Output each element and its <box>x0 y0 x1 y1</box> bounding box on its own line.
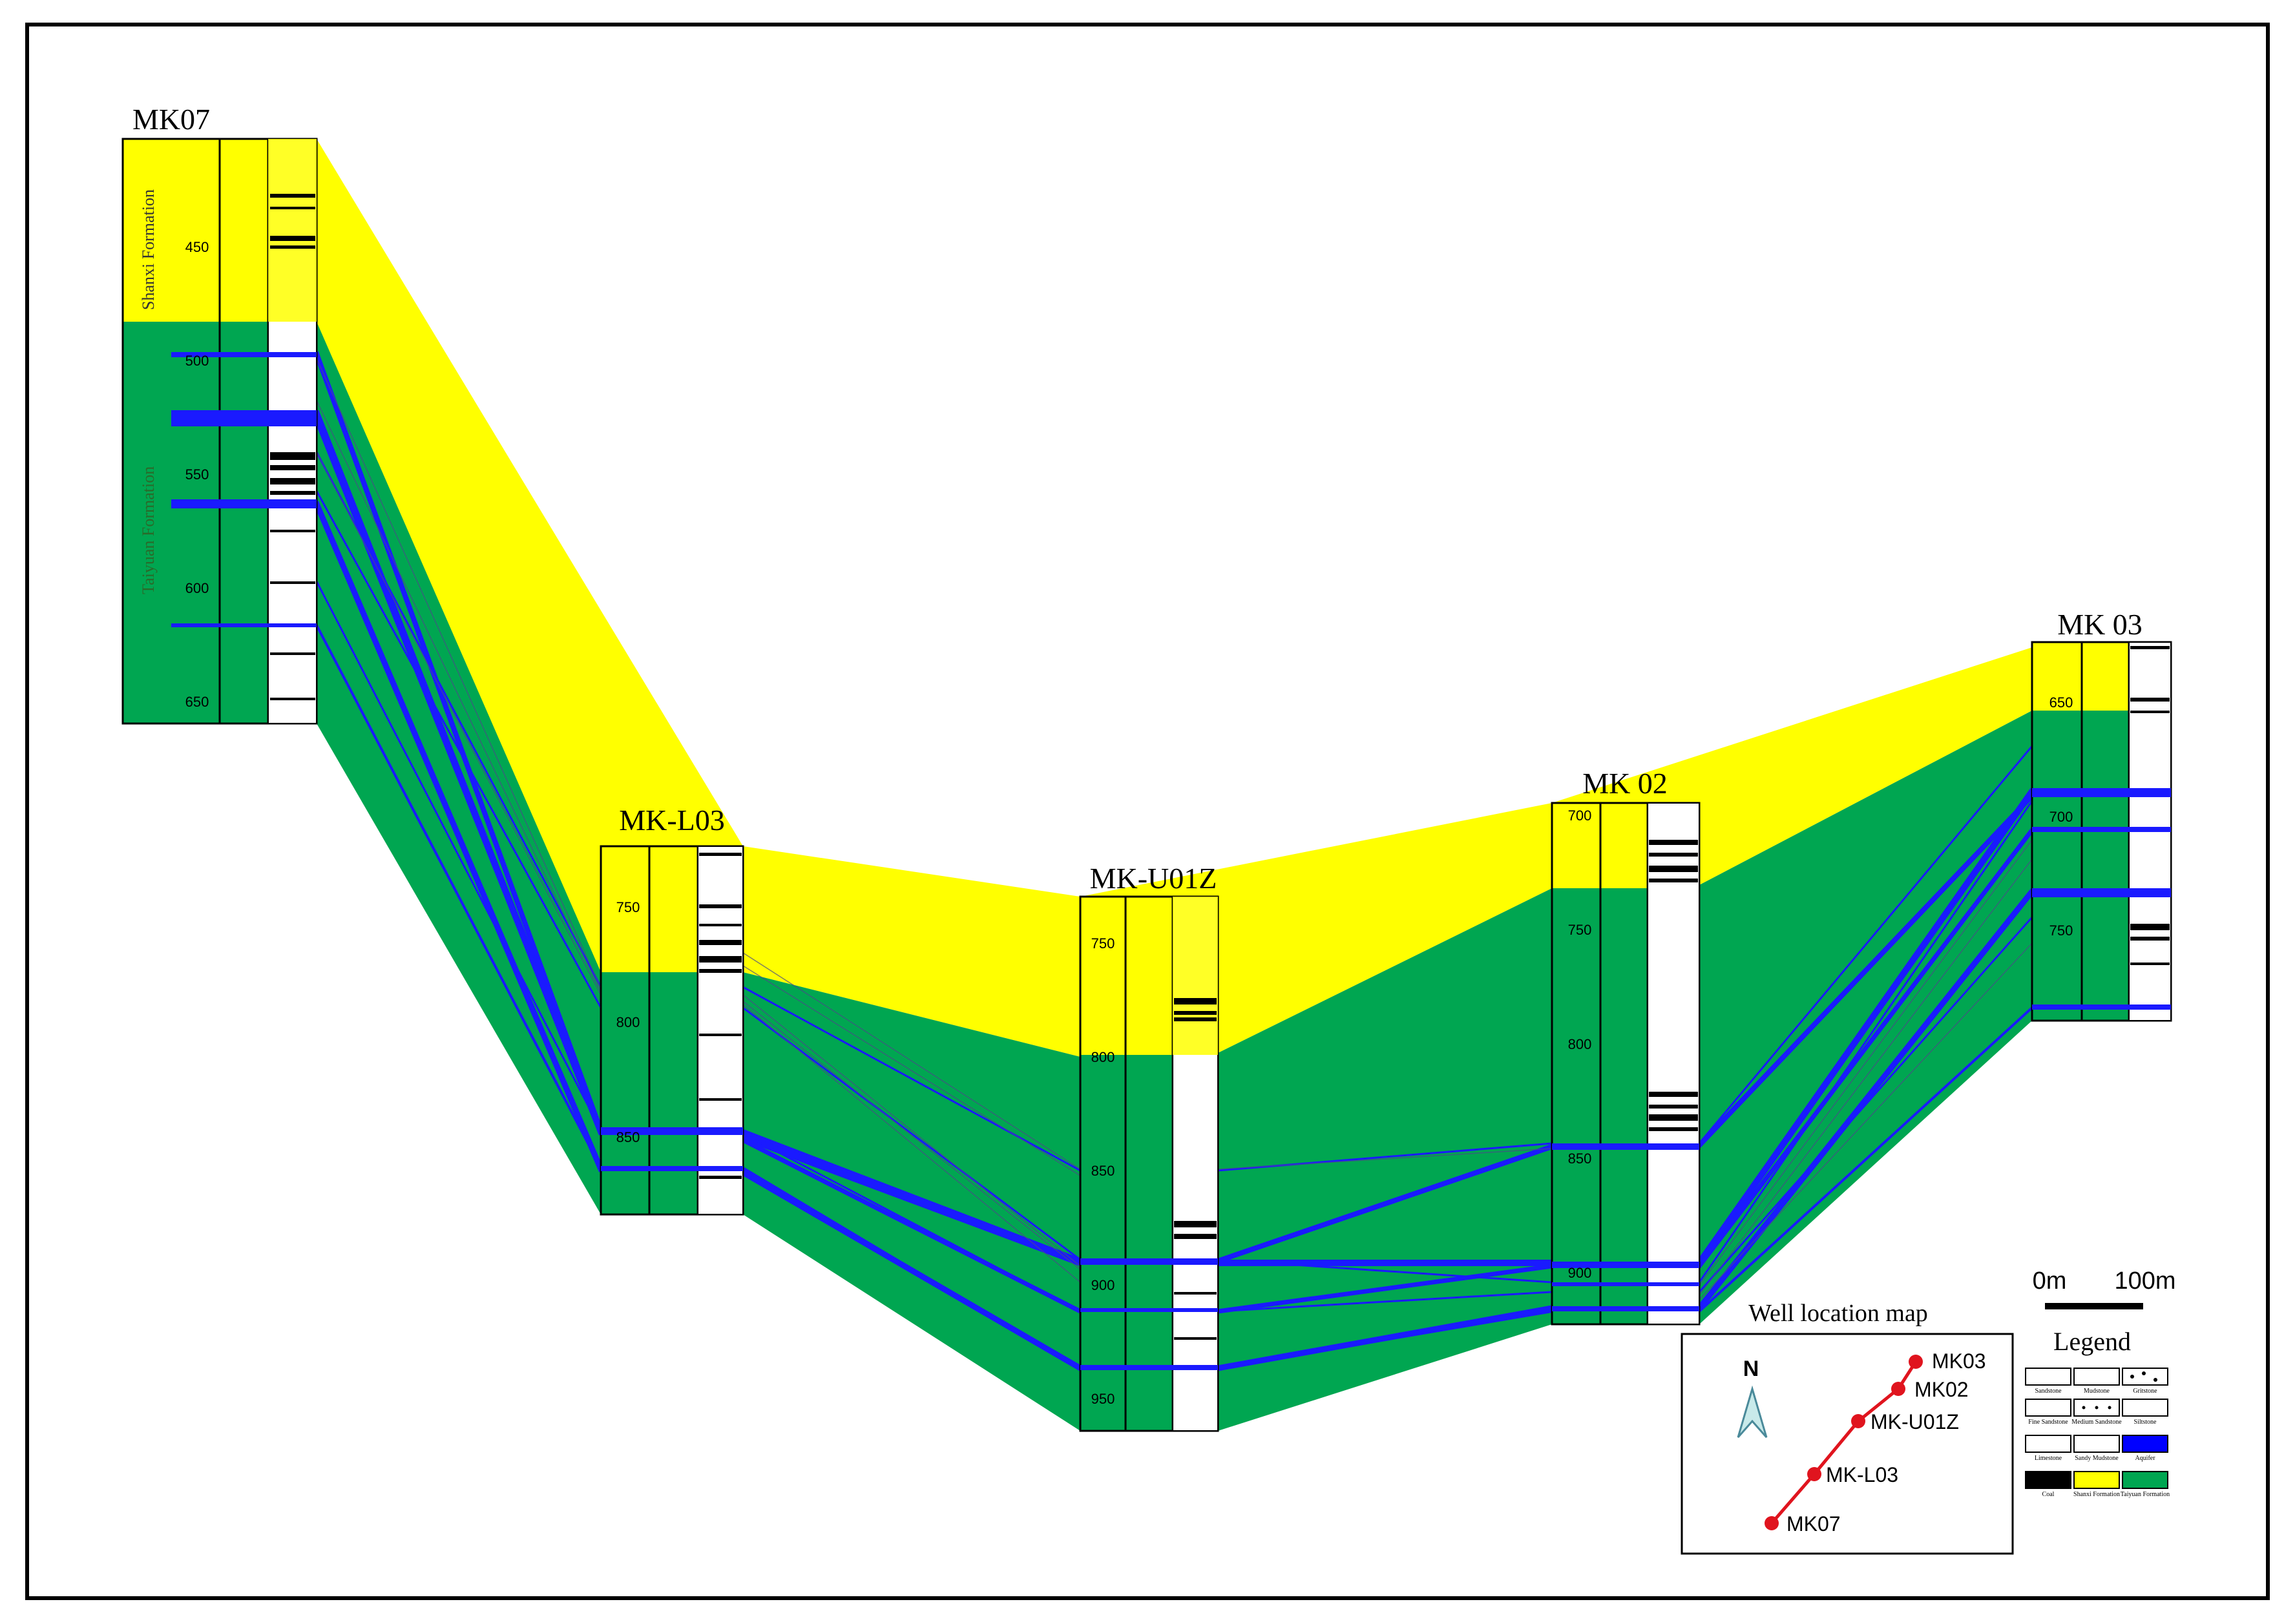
legend-swatch-coal <box>2025 1471 2071 1489</box>
legend-label-fine-sandstone: Fine Sandstone <box>2028 1419 2068 1426</box>
depth-label-mk-u01z-750: 750 <box>1091 935 1115 952</box>
legend-label-sandy-mudstone: Sandy Mudstone <box>2075 1455 2119 1462</box>
depth-label-mk-u01z-800: 800 <box>1091 1049 1115 1065</box>
legend-label-taiyuan: Taiyuan Formation <box>2121 1491 2170 1498</box>
legend-swatch-sandstone <box>2025 1368 2071 1386</box>
legend-swatch-shanxi <box>2073 1471 2120 1489</box>
depth-label-mk07-650: 650 <box>185 694 209 710</box>
well-name-mk-u01z: MK-U01Z <box>1090 862 1217 895</box>
well-name-mk-l03: MK-L03 <box>619 804 725 837</box>
legend-label-mudstone: Mudstone <box>2084 1388 2110 1395</box>
depth-label-mk07-450: 450 <box>185 239 209 255</box>
depth-label-mk-l03-800: 800 <box>616 1014 640 1030</box>
legend-label-medium-sandstone: Medium Sandstone <box>2071 1419 2122 1426</box>
legend-title: Legend <box>2053 1327 2131 1356</box>
legend-swatch-fine-sandstone <box>2025 1399 2071 1417</box>
well-name-mk07: MK07 <box>132 103 210 136</box>
map-label-mk-l03: MK-L03 <box>1826 1463 1898 1486</box>
legend-label-shanxi: Shanxi Formation <box>2073 1491 2120 1498</box>
depth-label-mk-l03-750: 750 <box>616 899 640 915</box>
well-name-mk02: MK 02 <box>1582 767 1668 800</box>
legend-label-gritstone: Gritstone <box>2133 1388 2157 1395</box>
depth-label-mk02-750: 750 <box>1568 922 1592 938</box>
well-mk-l03 <box>600 845 744 1216</box>
depth-label-mk07-600: 600 <box>185 580 209 596</box>
depth-label-mk03-750: 750 <box>2049 922 2073 939</box>
scale-bar-start: 0m <box>2033 1267 2067 1295</box>
map-marker-mk02 <box>1891 1382 1905 1396</box>
legend: Sandstone Mudstone Gritstone Fine Sandst… <box>2025 1368 2170 1498</box>
map-label-mk02: MK02 <box>1914 1378 1969 1401</box>
well-name-mk03: MK 03 <box>2057 608 2143 641</box>
map-label-mk07: MK07 <box>1787 1512 1841 1536</box>
legend-swatch-gritstone <box>2122 1368 2168 1386</box>
location-map: N MK03 MK02 MK-U01Z MK-L03 MK07 <box>1681 1333 2014 1555</box>
location-map-title: Well location map <box>1748 1300 1928 1327</box>
depth-label-mk03-700: 700 <box>2049 809 2073 825</box>
depth-label-mk-u01z-900: 900 <box>1091 1277 1115 1293</box>
legend-label-siltstone: Siltstone <box>2133 1419 2157 1426</box>
legend-label-aquifer: Aquifer <box>2135 1455 2155 1462</box>
depth-label-mk03-650: 650 <box>2049 694 2073 711</box>
map-marker-mk-l03 <box>1807 1467 1821 1481</box>
scale-bar-end: 100m <box>2114 1267 2175 1295</box>
well-mk07 <box>121 138 318 725</box>
legend-label-limestone: Limestone <box>2035 1455 2062 1462</box>
map-label-mk-u01z: MK-U01Z <box>1871 1410 1959 1433</box>
depth-label-mk02-850: 850 <box>1568 1150 1592 1167</box>
legend-swatch-sandy-mudstone <box>2073 1435 2120 1453</box>
map-label-mk03: MK03 <box>1932 1349 1986 1373</box>
map-marker-mk07 <box>1765 1516 1779 1530</box>
depth-label-mk-u01z-950: 950 <box>1091 1391 1115 1407</box>
depth-label-mk-u01z-850: 850 <box>1091 1163 1115 1179</box>
map-marker-mk-u01z <box>1851 1414 1865 1428</box>
legend-swatch-taiyuan <box>2122 1471 2168 1489</box>
depth-label-mk07-550: 550 <box>185 466 209 483</box>
depth-label-mk02-800: 800 <box>1568 1036 1592 1052</box>
scale-bar: 0m 100m <box>2033 1267 2176 1309</box>
legend-swatch-limestone <box>2025 1435 2071 1453</box>
depth-label-mk02-900: 900 <box>1568 1265 1592 1281</box>
legend-label-coal: Coal <box>2042 1491 2055 1498</box>
depth-label-mk-l03-850: 850 <box>616 1129 640 1145</box>
north-arrow-icon <box>1737 1385 1768 1438</box>
map-marker-mk03 <box>1909 1355 1923 1369</box>
formation-label-taiyuan: Taiyuan Formation <box>139 466 158 594</box>
well-mk-u01z <box>1079 895 1219 1432</box>
well-mk02 <box>1551 802 1701 1326</box>
depth-label-mk02-700: 700 <box>1568 807 1592 824</box>
legend-swatch-mudstone <box>2073 1368 2120 1386</box>
formation-label-shanxi: Shanxi Formation <box>139 189 158 310</box>
well-mk03 <box>2031 641 2172 1022</box>
legend-swatch-aquifer <box>2122 1435 2168 1453</box>
north-label: N <box>1743 1357 1759 1381</box>
legend-label-sandstone: Sandstone <box>2035 1388 2062 1395</box>
legend-swatch-siltstone <box>2122 1399 2168 1417</box>
depth-label-mk07-500: 500 <box>185 353 209 369</box>
